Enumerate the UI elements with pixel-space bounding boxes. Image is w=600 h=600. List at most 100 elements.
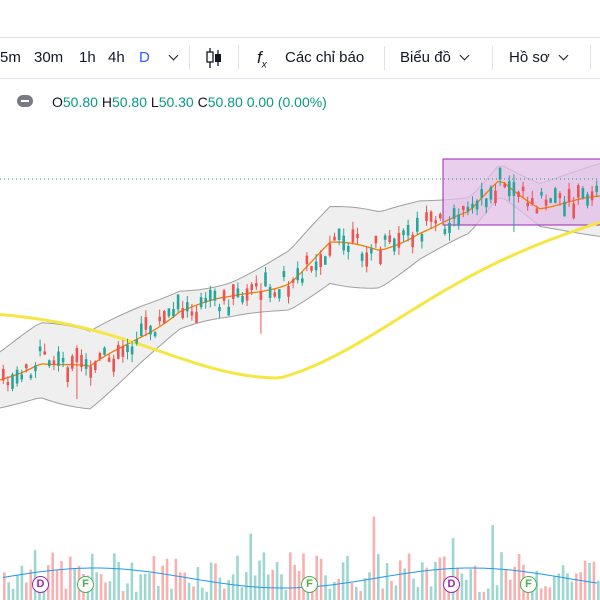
volume-bar	[597, 580, 600, 600]
volume-bar	[390, 580, 393, 600]
financial-marker[interactable]: F	[77, 576, 94, 593]
volume-bar	[280, 574, 283, 600]
volume-bar	[38, 587, 41, 600]
ohlc-legend: O50.80 H50.80 L50.30 C50.80 0.00 (0.00%)	[0, 84, 600, 120]
interval-dropdown[interactable]	[160, 38, 179, 78]
candle-body	[48, 360, 51, 367]
volume-bar	[363, 578, 367, 600]
profile-button[interactable]: Hồ sơ	[509, 38, 569, 78]
candle-body	[416, 217, 419, 232]
candle-body	[498, 167, 502, 180]
candle-body	[84, 359, 88, 369]
volume-bar	[495, 585, 499, 600]
legend-toggle-icon[interactable]	[17, 95, 33, 107]
financial-marker[interactable]: F	[301, 576, 318, 593]
zone-box	[442, 158, 600, 226]
volume-bar	[500, 552, 503, 600]
dividend-marker[interactable]: D	[32, 576, 49, 593]
volume-bar	[11, 588, 15, 600]
top-bar	[0, 0, 600, 38]
candle-body	[186, 302, 189, 312]
candle-body	[471, 203, 474, 209]
volume-bar	[412, 578, 415, 600]
candle-body	[291, 279, 295, 283]
volume-bar	[385, 563, 389, 600]
volume-bar	[73, 567, 76, 600]
interval-d[interactable]: D	[139, 49, 150, 66]
volume-bar	[60, 561, 63, 600]
candle-body	[411, 234, 414, 248]
volume-bar	[561, 565, 565, 600]
highlight-rectangle[interactable]	[442, 158, 600, 226]
toolbar-divider	[590, 46, 591, 70]
volume-bar	[240, 587, 244, 600]
volume-bar	[161, 565, 164, 600]
volume-bar	[104, 582, 107, 600]
candle-body	[489, 186, 493, 200]
candle-body	[52, 360, 56, 365]
candle-body	[121, 346, 125, 357]
volume-bar	[201, 587, 204, 600]
candle-body	[360, 253, 364, 261]
volume-bar	[372, 516, 376, 600]
indicators-button[interactable]: Các chỉ báo	[285, 49, 365, 66]
close-label: C	[197, 94, 208, 110]
volume-bar	[469, 569, 472, 600]
volume-bar	[258, 560, 261, 600]
volume-bar	[64, 588, 68, 600]
volume-bar	[143, 573, 147, 600]
interval-5m[interactable]: 5m	[0, 49, 21, 66]
interval-4h[interactable]: 4h	[108, 49, 125, 66]
chart-type-label: Biểu đồ	[400, 49, 451, 66]
candle-body	[388, 235, 391, 243]
candle-body	[117, 344, 120, 359]
candle-body	[144, 317, 148, 330]
candle-body	[554, 188, 557, 203]
candle-body	[521, 186, 525, 191]
volume-bar	[377, 554, 380, 600]
candle-body	[29, 375, 33, 379]
volume-bar	[513, 566, 516, 600]
volume-bar	[421, 562, 424, 600]
low-value: 50.30	[158, 94, 194, 110]
toolbar-divider	[238, 46, 239, 70]
volume-bar	[223, 588, 226, 600]
candle-body	[370, 248, 373, 254]
volume-bar	[183, 572, 186, 600]
candle-body	[255, 283, 258, 287]
candle-body	[462, 206, 465, 210]
candle-body	[402, 230, 405, 236]
dividend-marker[interactable]: D	[443, 576, 460, 593]
candle-body	[89, 366, 92, 378]
price-chart[interactable]	[0, 120, 600, 600]
volume-bar	[487, 588, 490, 600]
candle-type-button[interactable]	[205, 38, 223, 78]
volume-bar	[25, 582, 28, 600]
candle-body	[540, 192, 543, 196]
volume-bar	[438, 557, 442, 600]
interval-30m[interactable]: 30m	[34, 49, 64, 66]
volume-bar	[284, 589, 288, 600]
candle-body	[176, 294, 180, 310]
volume-bar	[3, 572, 6, 600]
candle-body	[296, 268, 299, 281]
volume-bar	[399, 560, 402, 600]
financial-marker[interactable]: F	[520, 576, 537, 593]
close-value: 50.80	[207, 94, 243, 110]
candle-body	[112, 358, 115, 372]
interval-1h[interactable]: 1h	[79, 49, 96, 66]
candle-body	[512, 181, 516, 196]
candle-body	[466, 206, 470, 212]
chevron-down-icon	[558, 50, 569, 61]
volume-bar	[7, 582, 10, 600]
volume-bar	[231, 574, 235, 600]
candle-body	[172, 308, 175, 317]
volume-bar	[425, 567, 428, 600]
volume-bar	[381, 588, 384, 600]
candle-body	[429, 211, 433, 222]
candle-body	[517, 191, 520, 197]
function-icon[interactable]: fx	[257, 48, 267, 71]
chart-type-button[interactable]: Biểu đồ	[400, 38, 470, 78]
candle-body	[379, 250, 382, 265]
chart-toolbar: 5m 30m 1h 4h D fx Các chỉ báo Biểu đồ Hồ…	[0, 38, 600, 79]
